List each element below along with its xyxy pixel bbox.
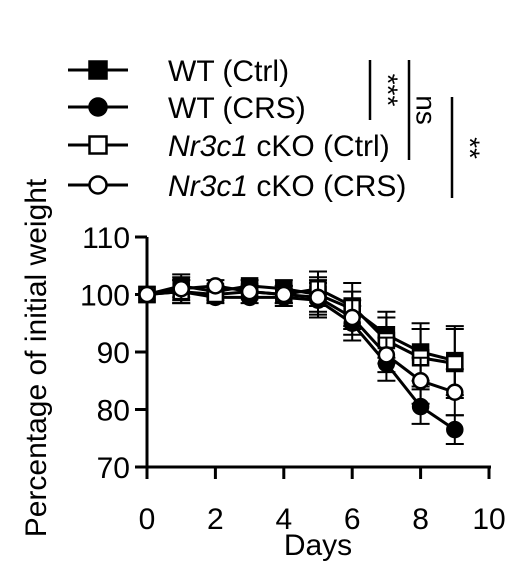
legend-label: WT (Ctrl): [168, 55, 289, 88]
significance-label: ns: [411, 95, 442, 125]
legend-marker: [88, 175, 108, 195]
y-tick-label: 100: [80, 280, 130, 313]
x-tick-label: 10: [472, 503, 505, 536]
significance-annotations: ***ns **: [368, 60, 486, 198]
significance-bracket: ***: [368, 60, 404, 120]
legend-label-part: Nr3c1: [168, 170, 248, 203]
significance-label: **: [455, 137, 486, 159]
significance-label: ***: [373, 74, 404, 107]
data-point: [411, 372, 430, 390]
legend-item: WT (CRS): [68, 92, 306, 125]
legend-label: WT (CRS): [168, 92, 306, 125]
legend-label-part: WT (CRS): [168, 92, 306, 125]
legend-marker: [88, 135, 108, 155]
data-point: [206, 277, 225, 295]
data-point: [309, 288, 327, 307]
series-4: [138, 276, 464, 417]
series-layer: [138, 270, 464, 445]
significance-bracket: ns: [407, 60, 442, 160]
y-tick-label: 110: [82, 222, 130, 255]
y-tick-label: 70: [97, 452, 130, 485]
data-point: [377, 346, 396, 364]
x-tick-label: 4: [275, 503, 292, 536]
legend-label: Nr3c1 cKO (CRS): [168, 170, 406, 203]
x-tick-label: 0: [139, 503, 156, 536]
legend-item: WT (Ctrl): [68, 55, 289, 88]
x-tick-label: 6: [344, 503, 361, 536]
legend-item: Nr3c1 cKO (CRS): [68, 170, 406, 203]
x-tick-label: 8: [412, 503, 429, 536]
y-tick-label: 80: [97, 395, 130, 428]
legend-marker: [88, 60, 108, 80]
data-point: [240, 282, 259, 301]
legend: WT (Ctrl)WT (CRS)Nr3c1 cKO (Ctrl)Nr3c1 c…: [68, 55, 406, 203]
legend-label-part: cKO (Ctrl): [248, 130, 390, 163]
x-axis-label: Days: [284, 529, 352, 562]
y-axis-label: Percentage of initial weight: [20, 178, 53, 537]
legend-label-part: WT (Ctrl): [168, 55, 289, 88]
series-line: [146, 287, 456, 365]
ticks: 0 2 4 6 8 10 70 80 90 100 110: [80, 222, 506, 536]
legend-marker: [88, 97, 108, 117]
y-tick-label: 90: [97, 337, 130, 370]
data-point: [138, 285, 156, 304]
data-point: [343, 308, 361, 327]
data-point: [446, 383, 464, 401]
x-tick-label: 2: [207, 503, 224, 536]
legend-item: Nr3c1 cKO (Ctrl): [68, 130, 390, 163]
significance-bracket: **: [450, 97, 486, 198]
legend-label-part: Nr3c1: [168, 130, 248, 163]
series-line: [146, 284, 456, 394]
legend-label-part: cKO (CRS): [248, 170, 406, 203]
data-point: [446, 420, 464, 439]
data-point: [275, 285, 293, 304]
data-point: [172, 280, 190, 298]
series-line: [146, 290, 456, 431]
legend-label: Nr3c1 cKO (Ctrl): [168, 130, 390, 163]
